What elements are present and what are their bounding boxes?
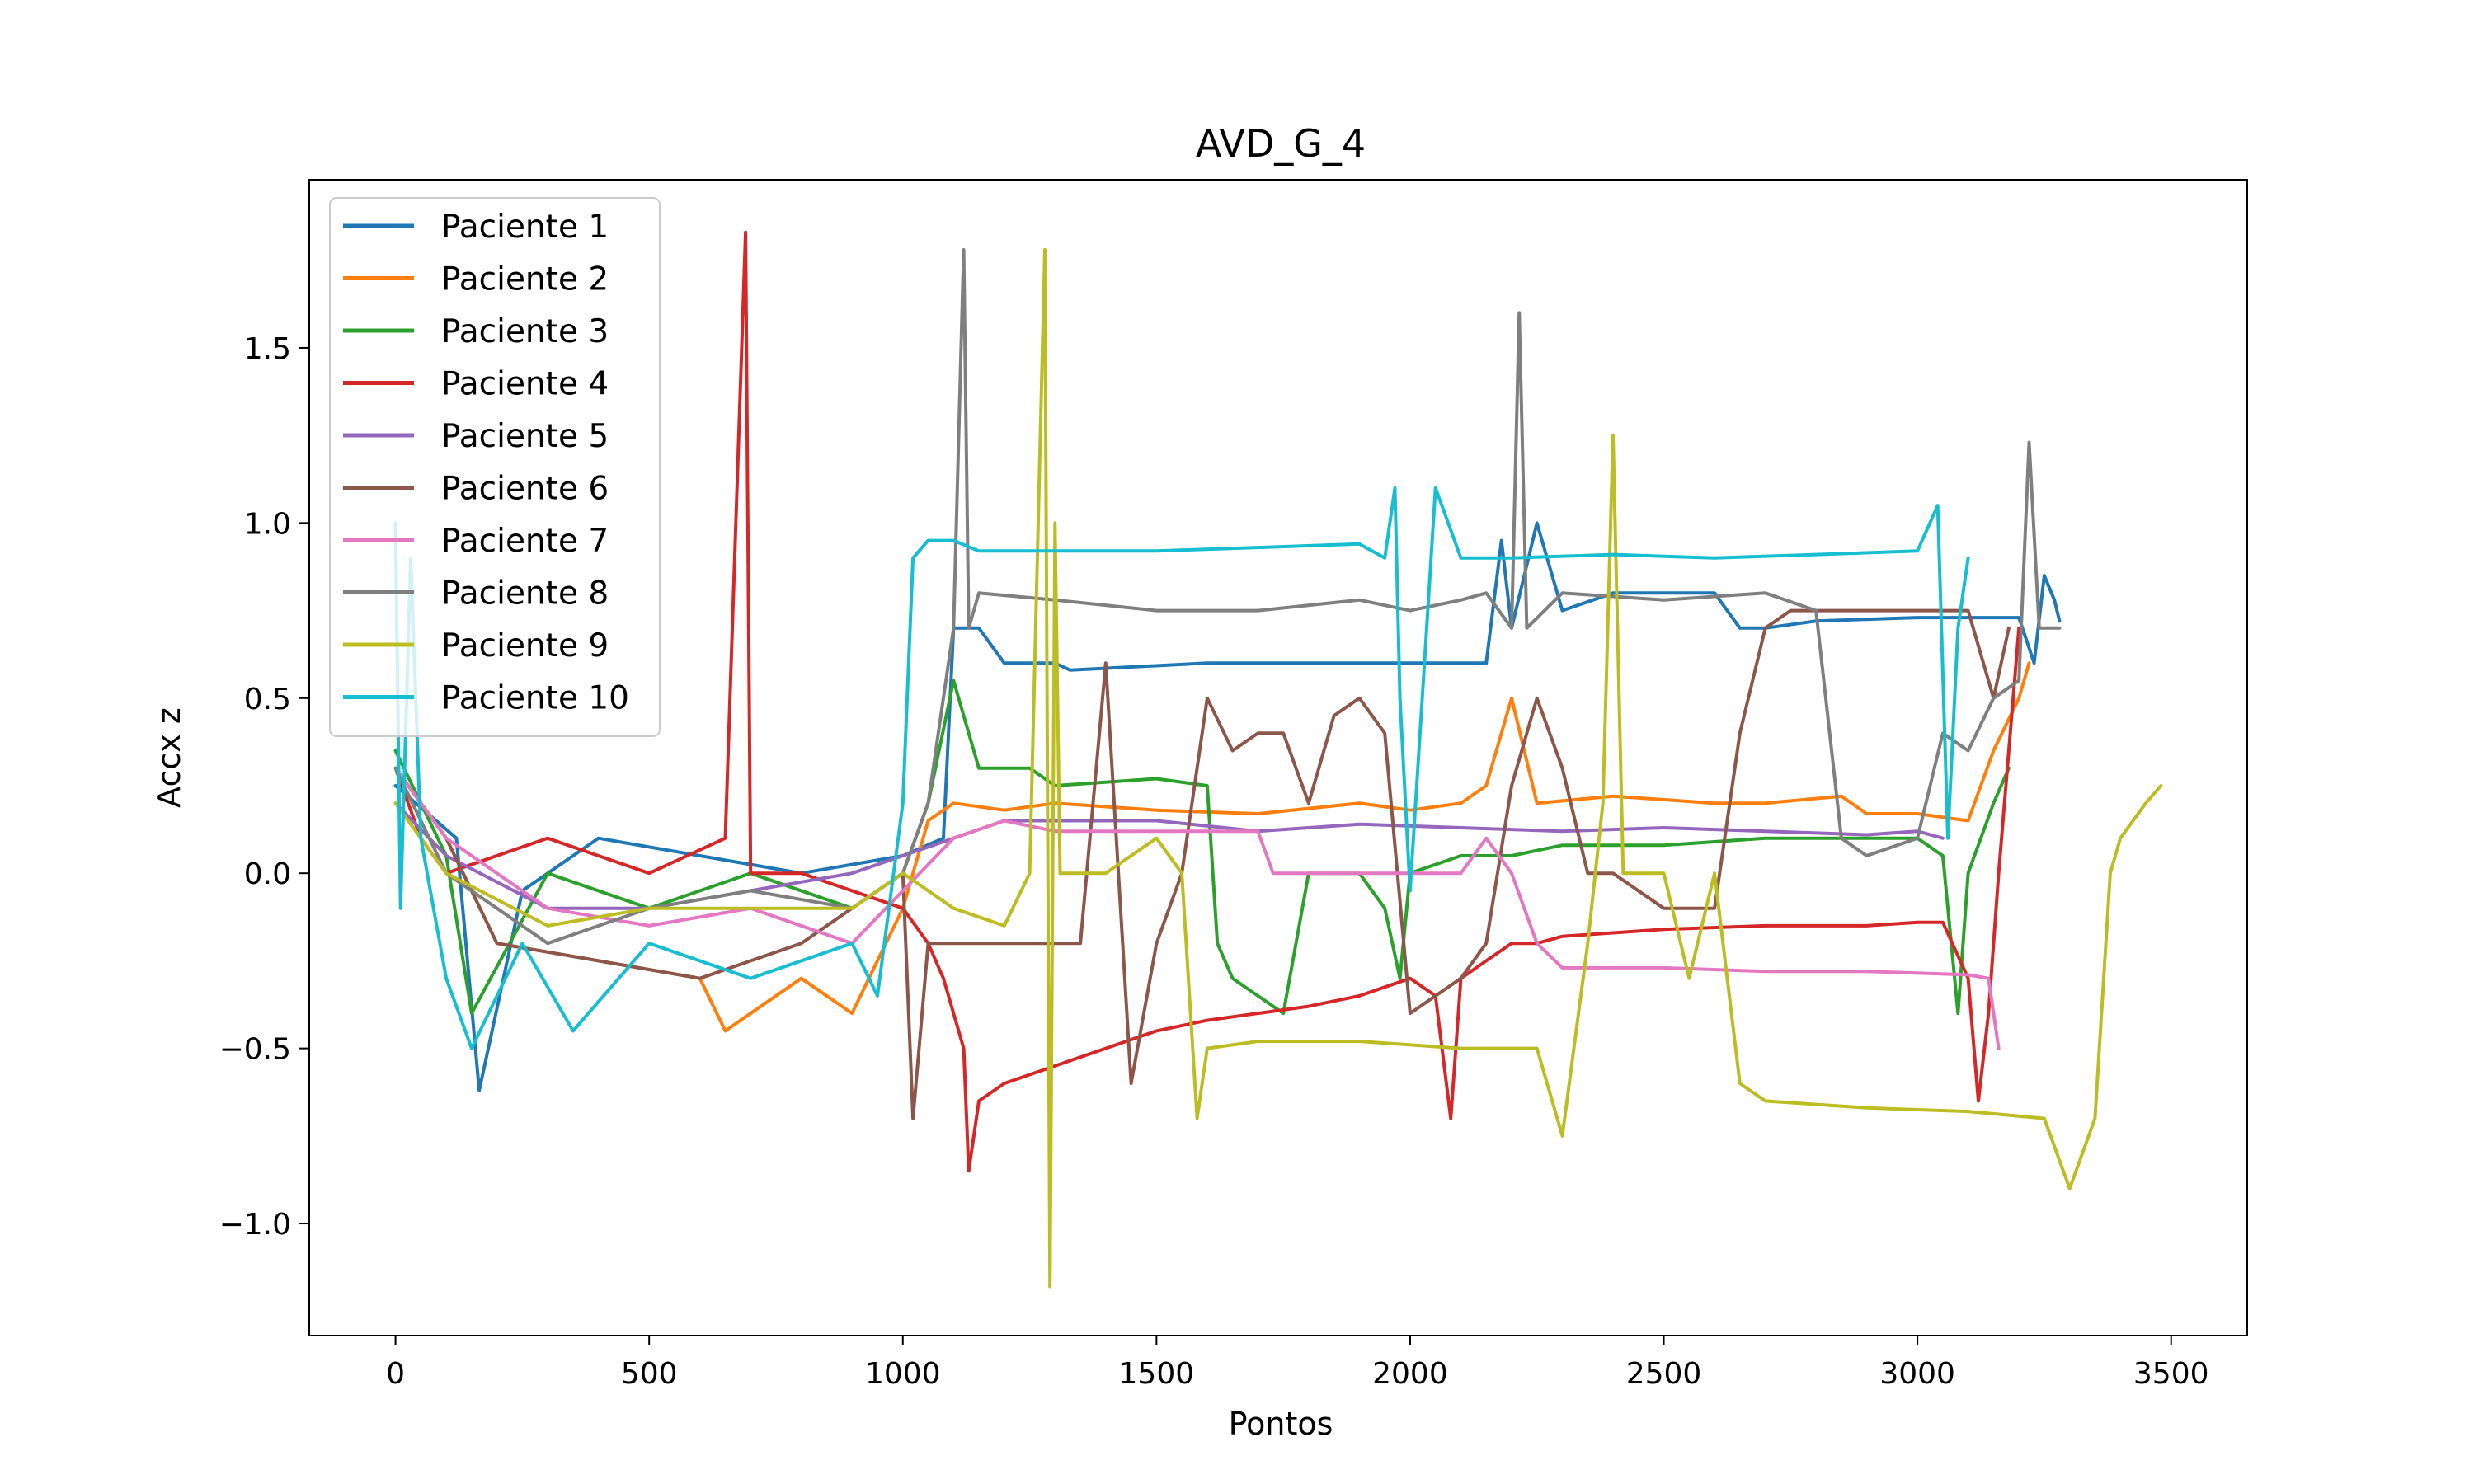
y-tick-label: 1.0	[244, 507, 291, 541]
x-tick-label: 2500	[1626, 1357, 1702, 1391]
legend-label: Paciente 4	[441, 366, 609, 403]
x-tick-label: 3500	[2133, 1357, 2209, 1391]
legend: Paciente 1 Paciente 2 Paciente 3 Paciente 4…	[329, 197, 661, 737]
legend-label: Paciente 10	[441, 680, 629, 717]
legend-label: Paciente 8	[441, 575, 609, 613]
legend-label: Paciente 5	[441, 418, 609, 455]
series-line-10	[393, 486, 1970, 1050]
x-axis: 0 500 1000 1500 2000 2500 3000 3500	[386, 1336, 2209, 1391]
series-line-7	[393, 766, 2001, 1050]
legend-label: Paciente 6	[441, 471, 609, 508]
chart-title: AVD_G_4	[1196, 121, 1366, 166]
legend-label: Paciente 1	[441, 209, 609, 246]
legend-label: Paciente 2	[441, 261, 609, 298]
y-tick-label: 0.0	[244, 857, 291, 891]
series-line-6	[393, 608, 2011, 1120]
x-axis-label: Pontos	[1229, 1406, 1333, 1442]
y-tick-label: 1.5	[244, 332, 291, 366]
legend-label: Paciente 7	[441, 523, 609, 560]
legend-label: Paciente 3	[441, 313, 609, 350]
x-tick-label: 1500	[1119, 1357, 1195, 1391]
x-tick-label: 3000	[1879, 1357, 1955, 1391]
series-line-9	[393, 248, 2163, 1289]
x-tick-label: 1000	[865, 1357, 941, 1391]
series-line-4	[393, 230, 2021, 1173]
y-tick-label: 0.5	[244, 683, 291, 716]
y-tick-label: −1.0	[219, 1208, 291, 1242]
series-layer	[393, 230, 2163, 1289]
y-tick-label: −0.5	[219, 1033, 291, 1067]
legend-label: Paciente 9	[441, 627, 609, 665]
y-axis: −1.0 −0.5 0.0 0.5 1.0 1.5	[219, 332, 309, 1242]
x-tick-label: 0	[386, 1357, 405, 1391]
series-line-2	[393, 661, 2031, 1033]
x-tick-label: 2000	[1372, 1357, 1448, 1391]
plot-frame	[308, 179, 2248, 1336]
x-tick-label: 500	[621, 1357, 678, 1391]
y-axis-label: Accx z	[151, 707, 187, 808]
